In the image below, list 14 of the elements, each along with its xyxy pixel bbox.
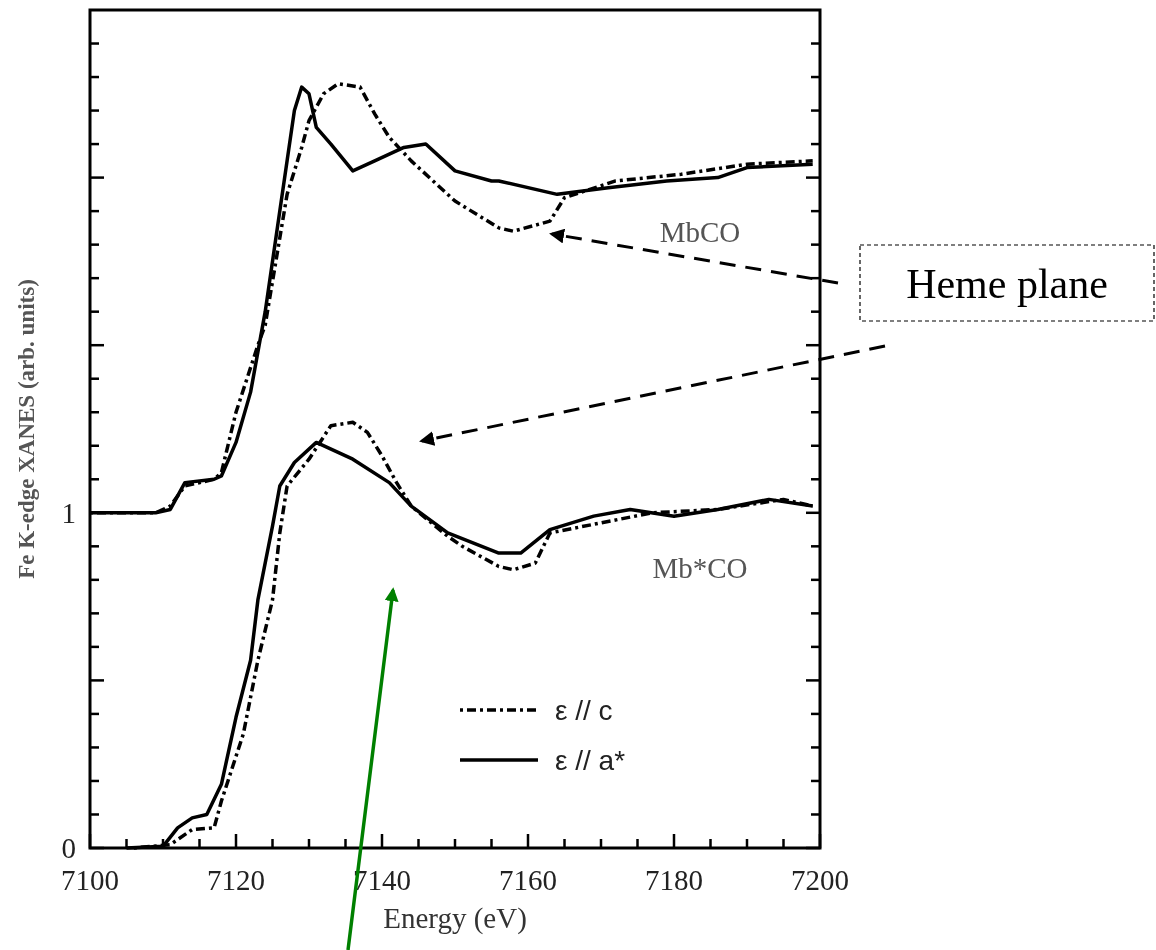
x-tick-label: 7120 [207,864,265,896]
annotation: Mb*CO [652,552,748,584]
y-axis-title: Fe K-edge XANES (arb. units) [14,279,39,579]
x-tick-label: 7200 [791,864,849,896]
x-tick-label: 7180 [645,864,703,896]
y-tick-label: 0 [61,832,76,864]
x-tick-label: 7100 [61,864,119,896]
text: Heme plane [906,261,1108,307]
legend-label: ε // c [555,695,613,726]
annotation: MbCO [659,216,741,248]
x-tick-label: 7160 [499,864,557,896]
x-axis-title: Energy (eV) [383,902,527,935]
y-tick-label: 1 [61,496,76,529]
legend-label: ε // a* [555,745,626,776]
